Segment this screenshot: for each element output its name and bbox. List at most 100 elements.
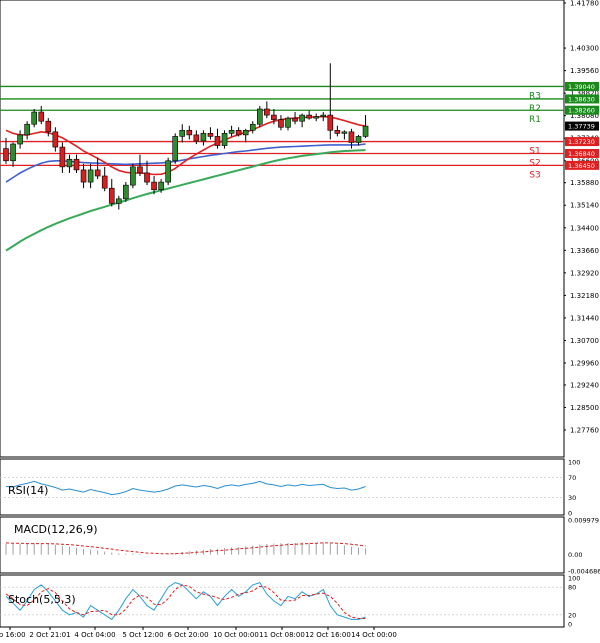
level-name-r3: R3 bbox=[529, 91, 541, 101]
price-tick-label: 1.33660 bbox=[570, 247, 599, 255]
level-price-label: 1.37230 bbox=[568, 138, 595, 146]
candle-bear bbox=[94, 169, 101, 177]
moving-averages bbox=[5, 115, 366, 252]
price-tick-label: 1.34400 bbox=[570, 224, 599, 232]
level-price-box bbox=[565, 105, 599, 115]
time-tick-label: ep 16:00 bbox=[0, 631, 26, 639]
support-resistance-levels: R3 1.39040 R2 1.38630 R1 1.38260 S1 1.37230 S2 1.… bbox=[0, 81, 599, 180]
candle-bull bbox=[355, 136, 362, 143]
candle-bull bbox=[320, 114, 327, 117]
price-tick-label: 1.29960 bbox=[570, 360, 599, 368]
macd-panel: 0.009979 0.00 -0.004686 MACD(12,26,9) bbox=[0, 516, 600, 576]
level-price-box bbox=[565, 81, 599, 91]
candle-bear bbox=[214, 136, 221, 146]
rsi-panel: 100 70 30 0 RSI(14) bbox=[0, 458, 580, 518]
level-price-label: 1.39040 bbox=[568, 83, 595, 91]
price-tick-label: 1.29240 bbox=[570, 381, 599, 389]
rsi-tick-label: 0 bbox=[568, 510, 572, 518]
candle-bull bbox=[200, 133, 207, 142]
level-name-r1: R1 bbox=[529, 115, 541, 125]
macd-tick-label: 0.009979 bbox=[568, 517, 599, 525]
macd-title: MACD(12,26,9) bbox=[14, 523, 98, 536]
time-tick-label: 12 Oct 16:00 bbox=[305, 631, 351, 639]
candle-bear bbox=[327, 114, 334, 131]
price-tick-label: 1.27760 bbox=[570, 427, 599, 435]
candle-bull bbox=[242, 130, 249, 136]
candle-bear bbox=[207, 133, 214, 137]
candle-bear bbox=[235, 130, 242, 136]
price-tick-label: 1.38080 bbox=[570, 112, 599, 120]
time-tick-label: 11 Oct 08:00 bbox=[259, 631, 305, 639]
price-tick-label: 1.32180 bbox=[570, 292, 599, 300]
rsi-polyline bbox=[5, 480, 366, 496]
macd-signal-line bbox=[5, 542, 366, 555]
rsi-tick-label: 100 bbox=[568, 459, 580, 467]
candle-bull bbox=[285, 117, 291, 128]
candle-bear bbox=[108, 187, 115, 204]
ma-blue-line bbox=[5, 143, 366, 183]
candle-bear bbox=[271, 114, 277, 120]
price-tick-label: 1.31440 bbox=[570, 314, 599, 322]
candle-bull bbox=[31, 111, 38, 125]
time-axis: ep 16:002 Oct 21:01 4 Oct 04:00 5 Oct 12:0… bbox=[0, 627, 397, 639]
price-tick-label: 1.39560 bbox=[570, 67, 599, 75]
stoch-tick-label: 100 bbox=[568, 575, 580, 583]
price-tick-label: 1.40300 bbox=[570, 45, 599, 53]
candle-bear bbox=[306, 114, 312, 119]
candle-bear bbox=[348, 131, 355, 143]
level-price-label: 1.36450 bbox=[568, 162, 595, 170]
stoch-title: Stoch(5,5,3) bbox=[8, 593, 76, 606]
candle-bear bbox=[137, 166, 143, 174]
price-tick-label: 1.30700 bbox=[570, 337, 599, 345]
rsi-tick-label: 30 bbox=[568, 494, 576, 502]
macd-signal-polyline bbox=[5, 542, 366, 555]
macd-axis: 0.009979 0.00 -0.004686 bbox=[568, 517, 600, 576]
candle-bear bbox=[59, 146, 66, 168]
candle-bear bbox=[3, 148, 9, 162]
rsi-tick-label: 70 bbox=[568, 474, 576, 482]
price-tick-label: 1.32920 bbox=[570, 269, 599, 277]
level-name-s3: S3 bbox=[529, 170, 540, 180]
current-price-box bbox=[565, 121, 599, 131]
candle-bear bbox=[101, 175, 108, 189]
time-tick-label: 10 Oct 00:00 bbox=[213, 631, 259, 639]
candle-bull bbox=[66, 158, 73, 168]
rsi-line bbox=[5, 480, 366, 496]
time-tick-label: 4 Oct 04:00 bbox=[74, 631, 115, 639]
candle-bear bbox=[151, 181, 157, 191]
stoch-tick-label: 80 bbox=[568, 584, 576, 592]
level-price-box bbox=[565, 148, 599, 158]
candle-bear bbox=[38, 111, 45, 122]
candle-bear bbox=[264, 108, 270, 116]
macd-histogram bbox=[5, 542, 367, 555]
candle-bear bbox=[193, 134, 200, 142]
candle-bull bbox=[249, 123, 256, 131]
candle-bear bbox=[52, 131, 59, 148]
main-price-axis: 1.417801.403001.395601.388201.380801.373… bbox=[564, 0, 599, 435]
ma-red-line bbox=[5, 115, 366, 176]
candle-bull bbox=[221, 133, 228, 146]
candle-bull bbox=[179, 130, 186, 137]
time-tick-label: 14 Oct 00:00 bbox=[351, 631, 397, 639]
time-tick-label: 2 Oct 21:01 bbox=[29, 631, 70, 639]
candle-bull bbox=[24, 123, 30, 136]
stoch-signal-line bbox=[5, 584, 366, 619]
rsi-title: RSI(14) bbox=[8, 484, 48, 497]
stoch-tick-label: 0 bbox=[568, 621, 572, 629]
candle-bull bbox=[123, 184, 129, 200]
candle-bull bbox=[228, 130, 235, 134]
candle-bull bbox=[165, 160, 171, 183]
candle-bull bbox=[116, 198, 122, 204]
ma-green-line bbox=[5, 149, 366, 252]
candle-bear bbox=[186, 130, 193, 136]
time-tick-label: 5 Oct 12:00 bbox=[122, 631, 163, 639]
candlesticks bbox=[3, 63, 369, 210]
level-price-label: 1.38630 bbox=[568, 95, 595, 103]
candle-bear bbox=[144, 172, 150, 183]
rsi-axis: 100 70 30 0 bbox=[0, 459, 580, 518]
stoch-main-line bbox=[5, 582, 366, 621]
candle-bull bbox=[87, 169, 94, 183]
